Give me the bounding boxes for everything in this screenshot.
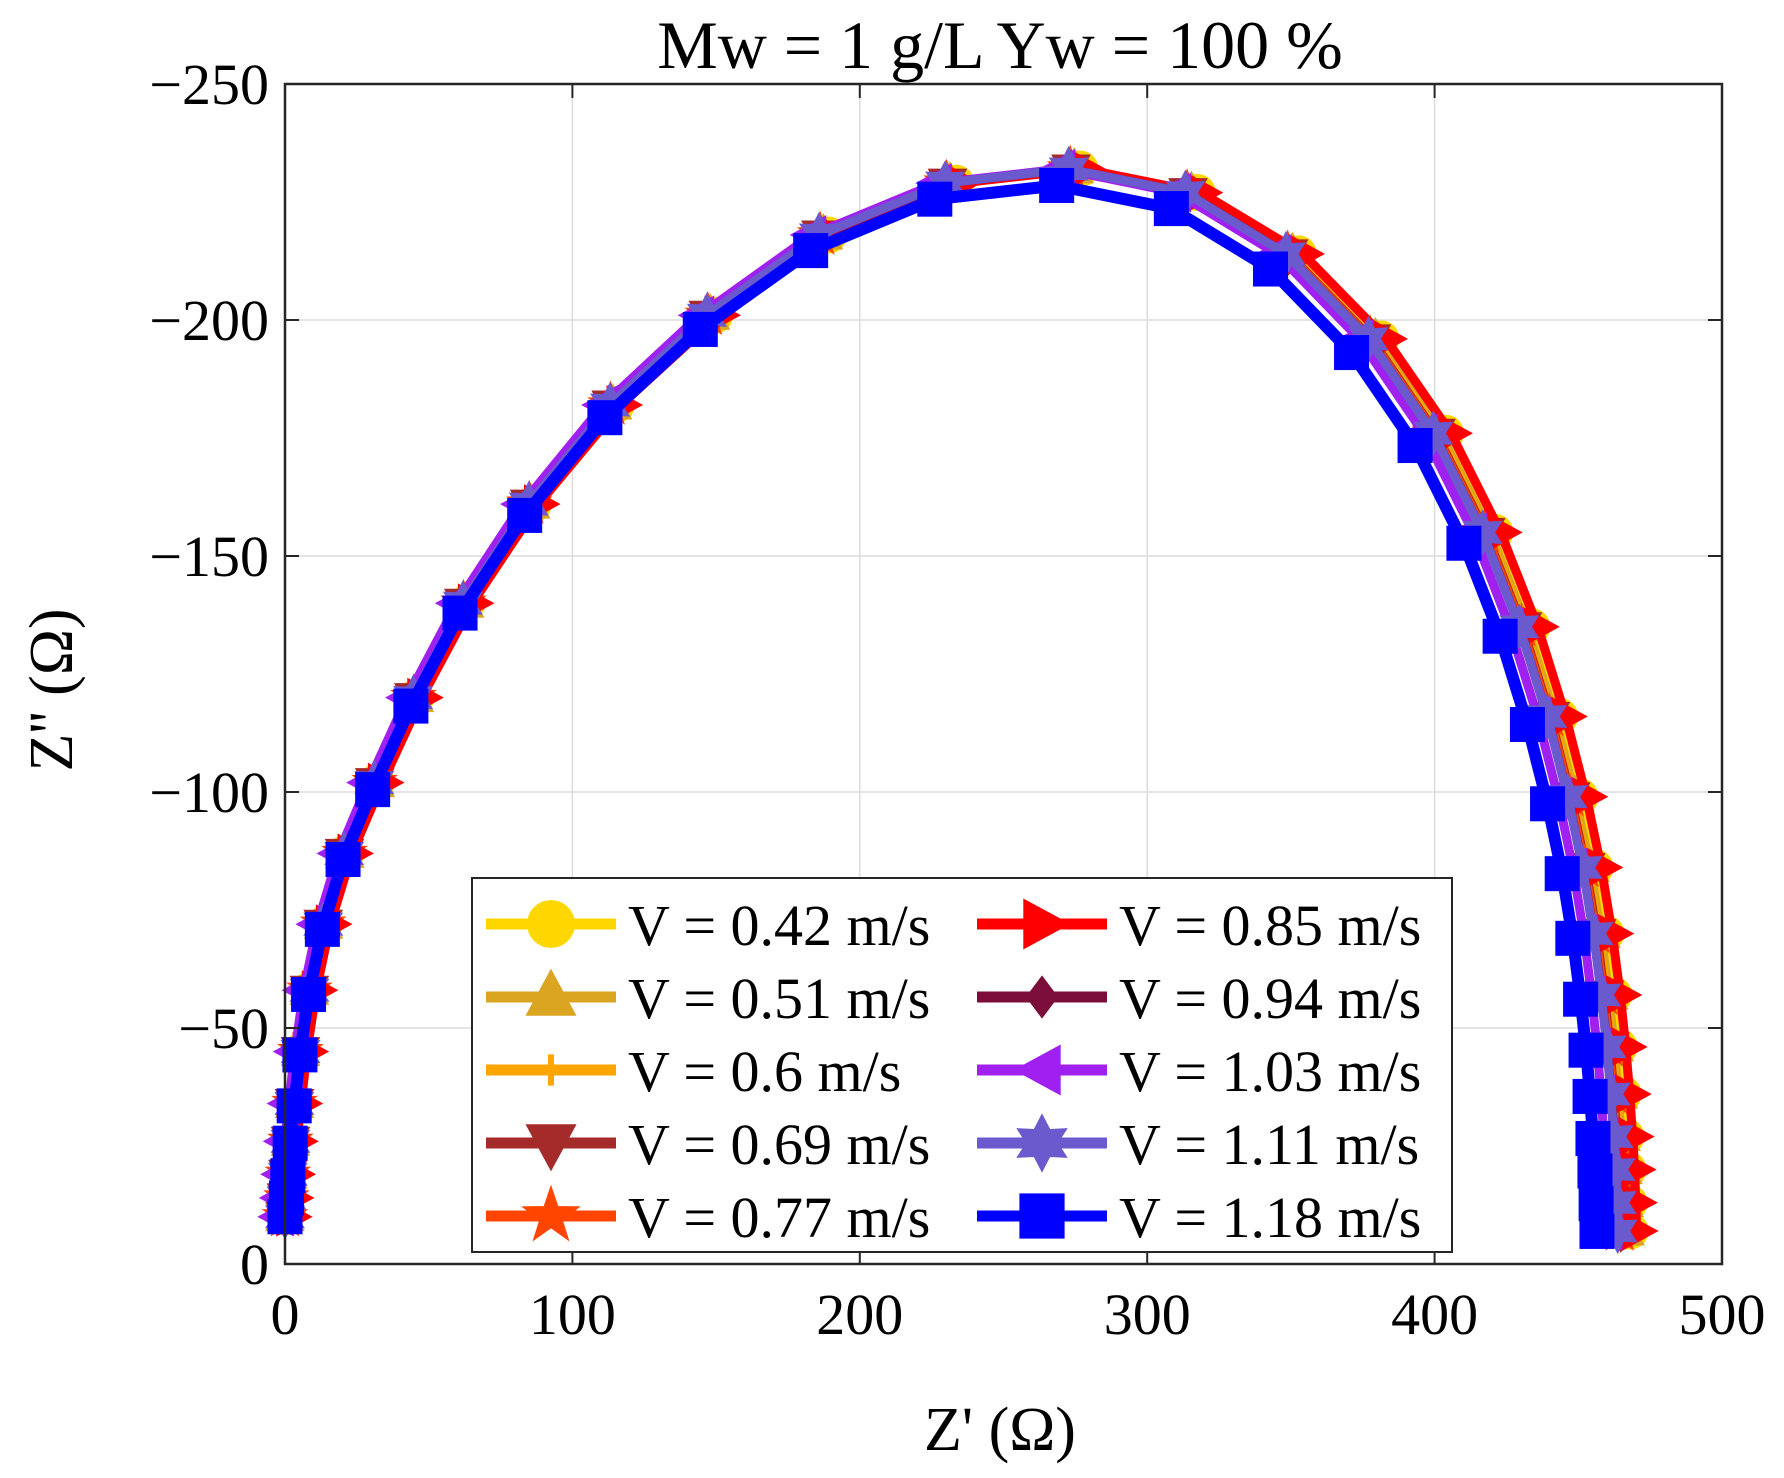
legend-entry-1: V = 0.42 m/s [486,893,930,958]
data-point [282,1037,318,1073]
data-point [1153,191,1189,227]
data-point [1413,410,1454,457]
legend-marker [525,1124,577,1172]
data-point [1252,251,1288,287]
data-point [917,181,953,217]
data-point [355,772,391,808]
data-point [587,400,623,436]
legend-label: V = 0.94 m/s [1119,966,1421,1031]
legend-marker [521,1184,581,1242]
data-point [1509,707,1545,743]
data-point [1579,1213,1615,1249]
data-point [1544,856,1580,892]
legend-entry-9: V = 1.11 m/s [977,1112,1419,1177]
legend-marker [525,968,577,1016]
y-axis-label: Z'' (Ω) [18,608,86,771]
data-point [1575,1120,1611,1156]
data-point [1563,981,1599,1017]
legend-box [471,877,1453,1253]
data-point [304,911,340,947]
data-point [393,688,429,724]
chart-title: Mw = 1 g/L Yw = 100 % [657,7,1343,83]
legend-marker [1025,975,1059,1019]
data-point [1572,1078,1608,1114]
legend-label: V = 1.03 m/s [1119,1039,1421,1104]
data-point [272,1125,308,1161]
y-tick-label: −100 [149,760,269,825]
y-tick-label: −200 [149,288,269,353]
legend-marker [535,1054,567,1086]
legend-label: V = 0.42 m/s [628,893,930,958]
data-point [1446,525,1482,561]
legend-label: V = 1.11 m/s [1119,1112,1419,1177]
y-tick-label: 0 [240,1232,269,1297]
series-10 [267,167,1615,1249]
y-tick-label: −150 [149,524,269,589]
x-tick-label: 100 [529,1282,616,1347]
data-point [325,841,361,877]
axes: 0 100 200 300 400 500 −250 −200 −150 −100 −50 0 [149,52,1765,1347]
x-axis-label: Z' (Ω) [924,1396,1076,1464]
legend-marker [1013,1044,1061,1096]
data-series [257,144,1659,1255]
x-tick-label: 0 [271,1282,300,1347]
legend-marker [527,900,575,948]
legend-entry-7: V = 0.94 m/s [977,966,1421,1031]
data-point [682,311,718,347]
data-point [1334,335,1370,371]
y-tick-label: −250 [149,52,269,117]
data-point [1397,428,1433,464]
data-point [1482,618,1518,654]
legend-marker [1019,1193,1065,1239]
data-point [442,595,478,631]
data-point [1530,786,1566,822]
legend-entry-2: V = 0.51 m/s [486,966,930,1031]
data-point [507,497,543,533]
data-point [1527,693,1568,740]
data-point [1568,1032,1604,1068]
data-point [1555,920,1591,956]
legend-label: V = 1.18 m/s [1119,1185,1421,1250]
legend-entry-4: V = 0.69 m/s [486,1112,930,1177]
data-point [276,1088,312,1124]
legend-label: V = 0.6 m/s [628,1039,901,1104]
legend-label: V = 0.69 m/s [628,1112,930,1177]
data-point [291,976,327,1012]
x-tick-label: 400 [1391,1282,1478,1347]
legend-entry-6: V = 0.85 m/s [977,893,1421,958]
legend-marker [1016,1113,1068,1173]
data-point [1577,1153,1613,1189]
data-point [1462,509,1503,556]
legend-entry-10: V = 1.18 m/s [977,1185,1421,1250]
y-tick-label: −50 [178,996,269,1061]
legend-marker [1023,898,1071,950]
x-tick-label: 500 [1679,1282,1766,1347]
data-point [1499,603,1540,650]
data-point [1039,167,1075,203]
legend-label: V = 0.51 m/s [628,966,930,1031]
data-point [270,1158,306,1194]
data-point [793,233,829,269]
legend-entry-5: V = 0.77 m/s [486,1184,930,1250]
x-tick-label: 300 [1104,1282,1191,1347]
legend-label: V = 0.77 m/s [628,1185,930,1250]
x-tick-label: 200 [816,1282,903,1347]
legend: V = 0.42 m/s V = 0.51 m/s V = 0.6 m/s V = 0… [471,877,1453,1253]
legend-entry-3: V = 0.6 m/s [486,1039,901,1104]
plot-frame [283,82,1724,1266]
legend-entry-8: V = 1.03 m/s [977,1039,1421,1104]
legend-label: V = 0.85 m/s [1119,893,1421,958]
